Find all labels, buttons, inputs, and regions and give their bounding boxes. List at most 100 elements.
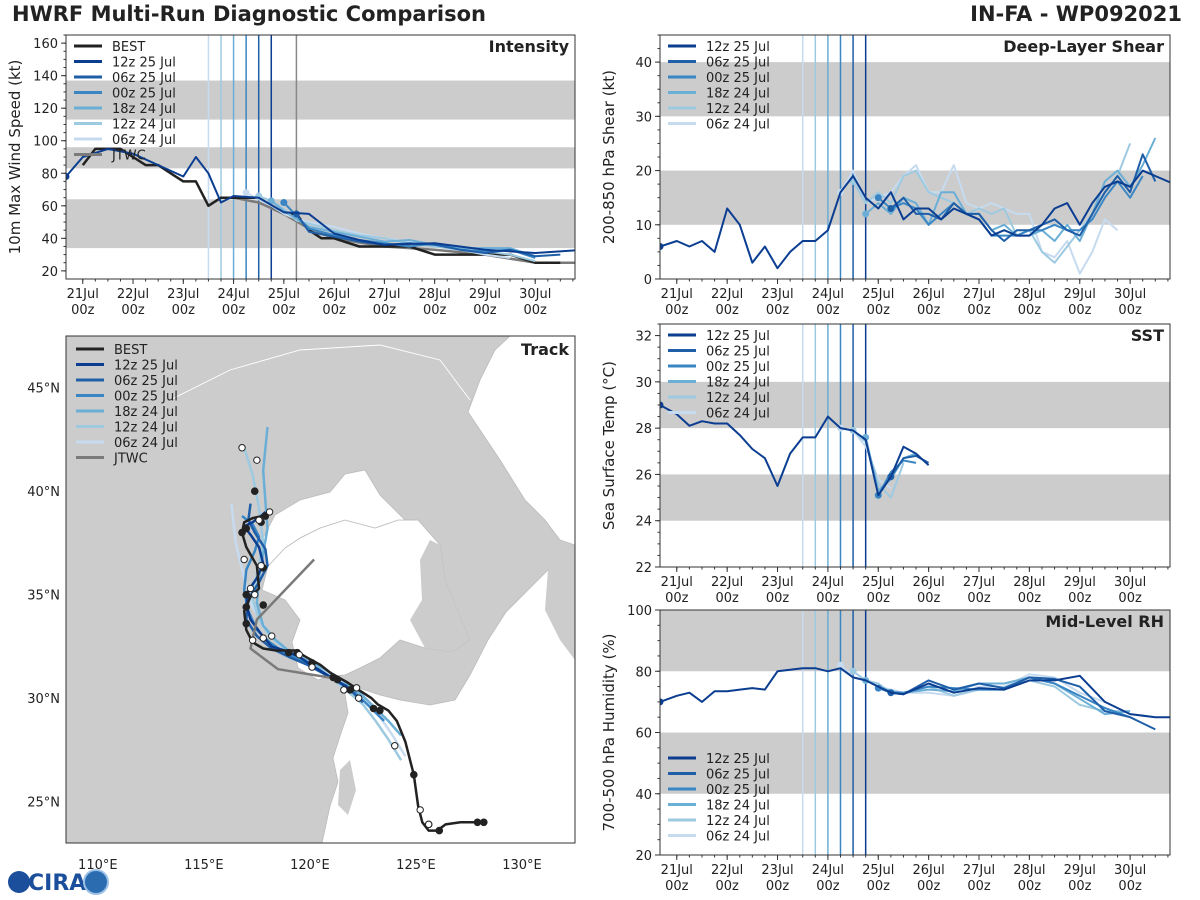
track-marker-open: [257, 562, 265, 570]
cira-logo-globe: [8, 871, 30, 893]
track-marker-open: [352, 684, 361, 692]
rh-xtick-time: 00z: [917, 879, 941, 894]
track-lon-label: 130°E: [502, 858, 542, 873]
shear-xtick-day: 24Jul: [812, 287, 844, 302]
rh-xtick-day: 28Jul: [1013, 863, 1045, 878]
rh-xtick-time: 00z: [665, 879, 689, 894]
border-line: [169, 344, 471, 401]
shear-xtick-day: 25Jul: [862, 287, 894, 302]
sst-ytick-label: 30: [635, 376, 652, 391]
rh-xtick-time: 00z: [816, 879, 840, 894]
intensity-run-init-dot: [280, 199, 288, 207]
sst-plot-area: [660, 324, 1170, 567]
track-marker-filled: [242, 619, 251, 628]
track-marker-open: [340, 686, 348, 694]
intensity-band: [66, 147, 575, 169]
sst-legend-label: 12z 25 Jul: [706, 329, 770, 344]
intensity-xtick-day: 27Jul: [368, 287, 400, 302]
intensity-run-line: [66, 147, 575, 254]
rh-legend-label: 12z 24 Jul: [706, 814, 770, 829]
shear-xtick-day: 26Jul: [913, 287, 945, 302]
shear-legend-label: 06z 25 Jul: [706, 56, 770, 71]
track-panel: 110°E 115°E 120°E 125°E 130°E 25°N 30°N 35°N 40°…: [27, 335, 576, 873]
intensity-ytick-label: 60: [41, 200, 58, 215]
shear-ylabel: 200-850 hPa Shear (kt): [600, 70, 618, 244]
cira-logo: CIRA: [8, 869, 109, 896]
figure-title: HWRF Multi-Run Diagnostic Comparison: [12, 2, 487, 26]
sst-ytick-label: 32: [635, 330, 652, 345]
intensity-legend-label: 12z 24 Jul: [112, 118, 176, 133]
sst-xtick-day: 25Jul: [862, 575, 894, 590]
shear-xtick-time: 00z: [917, 303, 941, 318]
rh-xtick-time: 00z: [766, 879, 790, 894]
rh-band: [660, 732, 1170, 794]
shear-ytick-label: 30: [635, 110, 652, 125]
sst-panel: 22242628303221Jul00z22Jul00z23Jul00z24Ju…: [600, 323, 1171, 606]
track-best-line: [240, 510, 484, 832]
intensity-run-init-dot: [242, 189, 250, 197]
track-lat-label: 30°N: [27, 692, 60, 707]
shear-ytick-label: 0: [644, 273, 652, 288]
rh-run-init-dot: [660, 698, 664, 706]
shear-title: Deep-Layer Shear: [1003, 37, 1164, 56]
sst-title: SST: [1131, 326, 1164, 345]
shear-xtick-time: 00z: [715, 303, 739, 318]
rh-xtick-day: 23Jul: [761, 863, 793, 878]
rh-ytick-label: 100: [627, 604, 652, 619]
intensity-xtick-time: 00z: [222, 303, 246, 318]
shear-xtick-day: 28Jul: [1013, 287, 1045, 302]
track-marker-open: [253, 456, 261, 464]
intensity-run-init-dot: [66, 173, 70, 181]
sst-xtick-day: 23Jul: [761, 575, 793, 590]
track-marker-open: [295, 650, 303, 659]
sst-xtick-day: 30Jul: [1114, 575, 1146, 590]
shear-xtick-time: 00z: [766, 303, 790, 318]
track-marker-open: [255, 516, 263, 524]
track-marker-filled: [242, 590, 251, 599]
shear-ytick-label: 10: [635, 219, 652, 234]
track-marker-filled: [376, 706, 384, 715]
track-marker-filled: [473, 818, 482, 827]
korea-peninsula: [410, 540, 470, 652]
sst-xtick-time: 00z: [766, 591, 790, 606]
track-legend-label: 12z 25 Jul: [114, 359, 178, 374]
shear-xtick-time: 00z: [1068, 303, 1092, 318]
sst-xtick-time: 00z: [1118, 591, 1142, 606]
track-jtwc-line: [249, 558, 342, 681]
intensity-run-init-dot: [267, 197, 275, 205]
intensity-xtick-day: 25Jul: [268, 287, 300, 302]
shear-legend-label: 06z 24 Jul: [706, 118, 770, 133]
shear-panel: 01020304021Jul00z22Jul00z23Jul00z24Jul00…: [600, 34, 1171, 318]
sst-xtick-day: 22Jul: [711, 575, 743, 590]
sst-xtick-day: 27Jul: [963, 575, 995, 590]
rh-xtick-day: 30Jul: [1114, 863, 1146, 878]
rh-xtick-day: 24Jul: [812, 863, 844, 878]
sst-legend-label: 00z 25 Jul: [706, 360, 770, 375]
rh-run-init-dot: [849, 667, 857, 675]
intensity-legend-label: 00z 25 Jul: [112, 87, 176, 102]
intensity-xtick-day: 29Jul: [469, 287, 501, 302]
intensity-xtick-day: 28Jul: [419, 287, 451, 302]
intensity-xtick-day: 22Jul: [117, 287, 149, 302]
sst-ylabel: Sea Surface Temp (°C): [600, 361, 618, 530]
rh-run-line: [660, 667, 1170, 719]
rh-ytick-label: 40: [635, 788, 652, 803]
track-legend-label: JTWC: [113, 452, 148, 467]
rh-xtick-day: 25Jul: [862, 863, 894, 878]
sst-run-line: [660, 404, 930, 497]
sst-ytick-label: 24: [635, 515, 652, 530]
track-marker-filled: [242, 603, 251, 611]
rh-run-init-dot: [836, 661, 844, 669]
shear-run-init-dot: [887, 205, 895, 213]
sst-legend-label: 06z 24 Jul: [706, 407, 770, 422]
track-marker-open: [354, 694, 363, 702]
sst-xtick-day: 21Jul: [661, 575, 693, 590]
sst-xtick-day: 24Jul: [812, 575, 844, 590]
rh-run-line: [852, 670, 1131, 713]
sst-xtick-day: 26Jul: [913, 575, 945, 590]
shear-run-init-dot: [874, 194, 882, 202]
track-map-area: [66, 336, 575, 843]
rh-legend-label: 12z 25 Jul: [706, 752, 770, 767]
intensity-xtick-day: 30Jul: [519, 287, 551, 302]
